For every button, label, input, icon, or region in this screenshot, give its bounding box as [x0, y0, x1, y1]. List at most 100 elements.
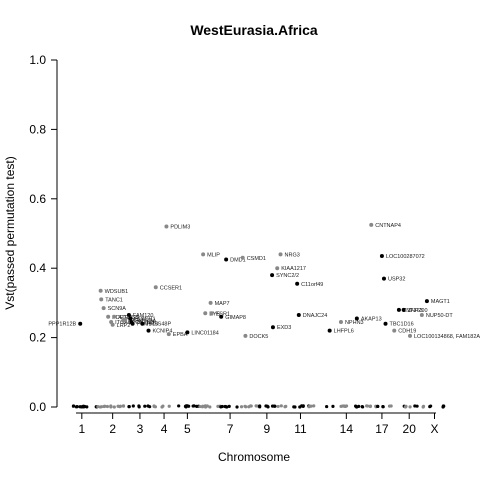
baseline-point: [283, 405, 287, 409]
baseline-point: [312, 404, 316, 408]
data-point: [270, 273, 275, 278]
point-label: PPP1R12B: [48, 322, 76, 328]
x-tick-label: 7: [227, 422, 234, 436]
baseline-point: [96, 404, 100, 409]
point-label: MLIP: [207, 252, 220, 258]
data-point: [101, 306, 106, 311]
baseline-point: [360, 405, 364, 409]
point-label: EYS: [209, 311, 220, 317]
baseline-point: [85, 405, 89, 409]
point-label: LOC100287072: [386, 254, 425, 260]
point-label: EXD3: [277, 325, 291, 331]
baseline-point: [112, 405, 116, 409]
point-label: PSMB10: [137, 322, 159, 328]
baseline-point: [75, 404, 79, 409]
point-label: DMD1: [230, 258, 246, 264]
baseline-point: [442, 404, 446, 408]
baseline-point: [258, 404, 262, 408]
baseline-point: [81, 404, 86, 408]
baseline-point: [235, 405, 239, 409]
data-point: [383, 321, 388, 326]
y-axis-label: Vst(passed permutation test): [3, 156, 17, 309]
point-label: CCSER1: [160, 285, 182, 291]
baseline-point: [428, 405, 432, 409]
baseline-point: [368, 404, 372, 409]
point-label: ESR1: [216, 311, 230, 317]
baseline-point: [331, 404, 335, 408]
point-label: NUP50-DT: [426, 313, 454, 319]
data-point: [408, 333, 412, 338]
data-point: [123, 317, 128, 322]
x-tick-label: 9: [264, 422, 271, 436]
x-axis-ticks: 1 2 3 4 5 7 9 11 14 17 20 X: [78, 413, 439, 436]
x-tick-label: 14: [340, 422, 354, 436]
baseline-point: [109, 405, 113, 409]
point-label: KIAA1217: [281, 266, 306, 272]
baseline-point: [121, 404, 126, 408]
baseline-point: [325, 404, 329, 409]
baseline-point: [276, 404, 280, 409]
data-point: [106, 314, 111, 319]
data-point: [396, 307, 401, 312]
data-point: [354, 316, 359, 321]
data-point: [224, 257, 229, 262]
baseline-point: [300, 404, 304, 408]
baseline-point: [293, 405, 297, 409]
x-tick-label: 1: [78, 422, 85, 436]
baseline-point: [118, 405, 122, 409]
point-label: LHFPL6: [334, 329, 354, 335]
baseline-point: [102, 404, 106, 409]
point-label: EPBA: [173, 332, 188, 338]
data-point: [110, 322, 115, 327]
baseline-point: [389, 404, 393, 408]
y-tick-label: 0.6: [29, 192, 46, 206]
data-point: [164, 224, 169, 229]
baseline-point: [201, 404, 205, 408]
baseline-point: [365, 404, 370, 408]
baseline-point: [227, 404, 231, 408]
baseline-point: [177, 404, 181, 408]
point-label: PCGF1: [129, 318, 147, 324]
data-point: [327, 328, 332, 333]
baseline-point: [184, 404, 188, 408]
baseline-point: [413, 404, 417, 408]
baseline-point: [127, 404, 131, 409]
y-axis-ticks: 0.0 0.2 0.4 0.6 0.8 1.0: [29, 53, 57, 414]
x-axis-label: Chromosome: [218, 450, 290, 464]
data-point: [381, 276, 386, 281]
data-point: [203, 311, 208, 316]
data-point: [419, 313, 424, 318]
data-point: [240, 255, 245, 260]
data-point: [275, 266, 280, 271]
point-label: PLSCR1: [134, 317, 155, 323]
point-label: FAM120: [133, 313, 153, 319]
baseline-point: [161, 404, 165, 408]
point-label: ITGA6: [115, 320, 131, 326]
x-tick-label: 11: [294, 422, 307, 436]
baseline-point: [78, 405, 82, 409]
x-tick-label: 4: [161, 422, 168, 436]
point-label: PDLIM3: [170, 225, 190, 231]
baseline-point: [143, 404, 147, 408]
point-label: DOCK5: [249, 334, 268, 340]
point-label: ZNF763: [403, 308, 423, 314]
x-tick-label: 17: [375, 422, 389, 436]
baseline-point: [376, 404, 380, 408]
baseline-points: [71, 404, 446, 409]
baseline-point: [272, 404, 276, 408]
point-label: CNTN3: [135, 320, 153, 326]
baseline-point: [421, 404, 426, 408]
baseline-point: [219, 405, 223, 409]
point-label: WDSUB1: [105, 289, 129, 295]
point-label: LINC01184: [191, 330, 218, 336]
point-label: SYNC2/2: [276, 273, 299, 279]
data-points: PPP1R12BWDSUB1TANC1SCN9APDE11AITGA6ATP5G…: [48, 222, 480, 340]
data-point: [78, 321, 83, 326]
chart-title: WestEurasia.Africa: [190, 22, 318, 38]
baseline-point: [187, 404, 191, 408]
data-point: [392, 328, 397, 333]
baseline-point: [198, 404, 202, 409]
baseline-point: [146, 404, 150, 408]
point-label: CNTNAP4: [375, 223, 401, 229]
data-point: [295, 281, 300, 286]
